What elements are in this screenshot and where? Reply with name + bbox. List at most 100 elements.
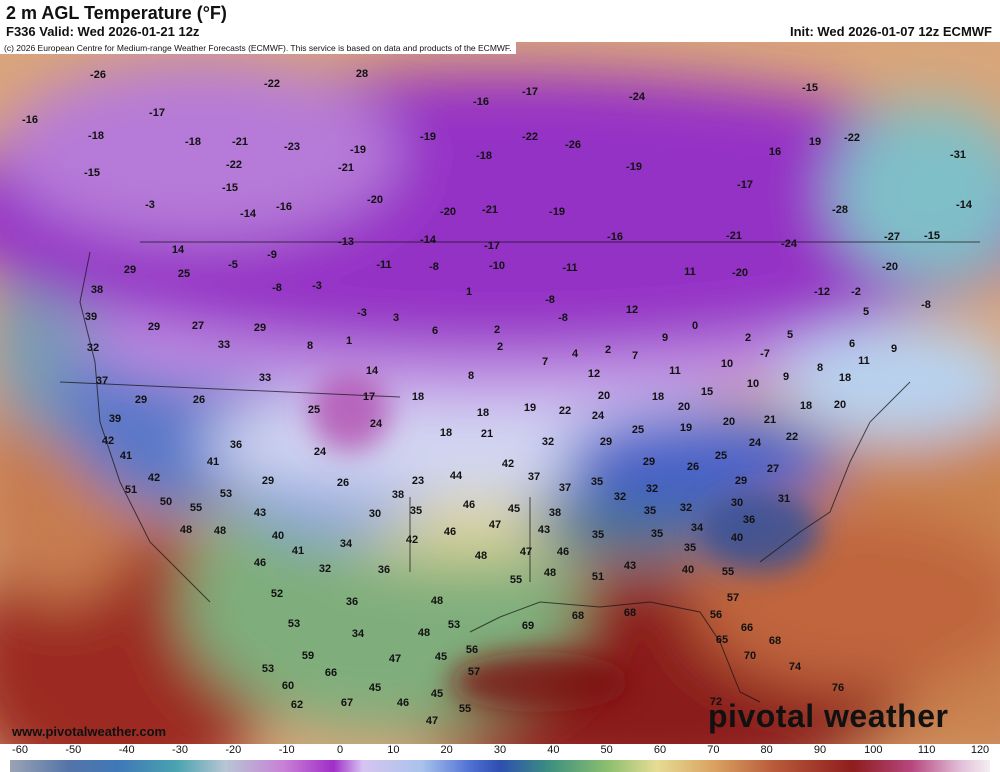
temperature-label: -8 xyxy=(921,299,931,311)
temperature-label: 46 xyxy=(254,557,266,569)
temperature-label: 30 xyxy=(731,497,743,509)
temperature-label: 55 xyxy=(510,574,522,586)
map: -26 28-22-17-16 -24-15-16-17-18 -18 -21 -23 -1… xyxy=(0,42,1000,744)
temperature-label: 57 xyxy=(468,666,480,678)
temperature-label: 4 xyxy=(572,348,579,360)
temperature-label: -23 xyxy=(284,141,300,153)
temperature-label: 38 xyxy=(392,489,404,501)
temperature-label: 33 xyxy=(218,339,230,351)
temperature-label: 2 xyxy=(494,324,500,336)
temperature-label: -17 xyxy=(737,179,753,191)
title: 2 m AGL Temperature (°F) xyxy=(6,3,227,23)
temperature-label: 29 xyxy=(124,264,136,276)
temperature-label: 9 xyxy=(783,371,789,383)
temperature-label: 7 xyxy=(632,350,638,362)
colorbar-tick: 0 xyxy=(336,744,344,756)
temperature-label: 1 xyxy=(346,335,352,347)
temperature-label: 18 xyxy=(440,427,452,439)
temperature-label: 14 xyxy=(366,365,379,377)
temperature-label: 47 xyxy=(489,519,501,531)
valid-time: F336 Valid: Wed 2026-01-21 12z xyxy=(6,24,200,39)
temperature-label: 11 xyxy=(669,365,681,377)
temperature-label: -3 xyxy=(145,199,155,211)
temperature-label: -11 xyxy=(562,262,577,274)
temperature-label: 11 xyxy=(858,355,870,367)
colorbar-tick: 120 xyxy=(970,744,990,756)
temperature-label: 12 xyxy=(588,368,600,380)
temperature-label: 24 xyxy=(592,410,605,422)
temperature-label: 29 xyxy=(262,475,274,487)
temperature-label: -15 xyxy=(84,167,100,179)
temperature-label: 40 xyxy=(272,530,284,542)
temperature-label: -2 xyxy=(851,286,861,298)
temperature-label: 35 xyxy=(644,505,656,517)
temperature-label: -3 xyxy=(357,307,367,319)
temperature-label: 42 xyxy=(502,458,514,470)
temperature-label: 20 xyxy=(834,399,846,411)
temperature-label: -22 xyxy=(844,132,860,144)
colorbar-tick: 110 xyxy=(917,744,936,756)
temperature-label: 45 xyxy=(369,682,381,694)
temperature-label: 25 xyxy=(178,268,190,280)
temperature-label: 2 xyxy=(745,332,751,344)
temperature-label: 18 xyxy=(412,391,424,403)
temperature-label: 29 xyxy=(643,456,655,468)
temperature-label: 26 xyxy=(193,394,205,406)
temperature-label: 29 xyxy=(254,322,266,334)
temperature-label: -22 xyxy=(522,131,538,143)
temperature-label: 41 xyxy=(292,545,304,557)
temperature-label: 62 xyxy=(291,699,303,711)
temperature-label: 55 xyxy=(722,566,734,578)
temperature-label: 8 xyxy=(468,370,474,382)
temperature-label: 25 xyxy=(715,450,727,462)
temperature-label: 29 xyxy=(148,321,160,333)
temperature-label: -19 xyxy=(420,131,436,143)
temperature-label: 10 xyxy=(747,378,759,390)
temperature-label: 32 xyxy=(646,483,658,495)
temperature-label: 24 xyxy=(749,437,762,449)
temperature-label: -11 xyxy=(376,259,391,271)
temperature-label: 45 xyxy=(508,503,520,515)
temperature-label: 43 xyxy=(624,560,636,572)
temperature-label: 6 xyxy=(849,338,855,350)
temperature-label: 19 xyxy=(524,402,536,414)
temperature-label: 41 xyxy=(207,456,219,468)
temperature-label: 29 xyxy=(600,436,612,448)
colorbar-tick: 80 xyxy=(760,744,773,756)
temperature-label: 16 xyxy=(769,146,781,158)
temperature-label: 76 xyxy=(832,682,844,694)
temperature-label: 18 xyxy=(477,407,489,419)
temperature-label: 70 xyxy=(744,650,756,662)
temperature-label: 39 xyxy=(85,311,97,323)
temperature-label: 68 xyxy=(572,610,584,622)
colorbar-tick: 50 xyxy=(600,744,613,756)
temperature-label: 46 xyxy=(397,697,409,709)
temperature-label: 35 xyxy=(684,542,696,554)
temperature-label: 65 xyxy=(716,634,728,646)
temperature-label: -17 xyxy=(149,107,165,119)
temperature-label: 32 xyxy=(680,502,692,514)
temperature-label: 29 xyxy=(135,394,147,406)
temperature-label: 21 xyxy=(764,414,776,426)
temperature-label: 36 xyxy=(230,439,242,451)
temperature-label: 27 xyxy=(192,320,204,332)
temperature-label: -19 xyxy=(549,206,565,218)
colorbar-tick: -10 xyxy=(278,744,295,756)
logo: pivotal weather xyxy=(708,698,949,734)
temperature-label: 36 xyxy=(378,564,390,576)
temperature-label: 32 xyxy=(542,436,554,448)
temperature-label: 38 xyxy=(91,284,103,296)
temperature-label: 7 xyxy=(542,356,548,368)
temperature-label: -16 xyxy=(473,96,489,108)
temperature-label: 68 xyxy=(624,607,636,619)
temperature-label: -14 xyxy=(956,199,973,211)
temperature-label: 53 xyxy=(262,663,274,675)
temperature-label: -16 xyxy=(276,201,292,213)
temperature-label: -14 xyxy=(420,234,437,246)
temperature-label: 36 xyxy=(743,514,755,526)
website: www.pivotalweather.com xyxy=(12,724,167,739)
temperature-label: -31 xyxy=(950,149,966,161)
temperature-label: 28 xyxy=(356,68,368,80)
colorbar-tick: 10 xyxy=(387,744,400,756)
temperature-label: 6 xyxy=(432,325,438,337)
